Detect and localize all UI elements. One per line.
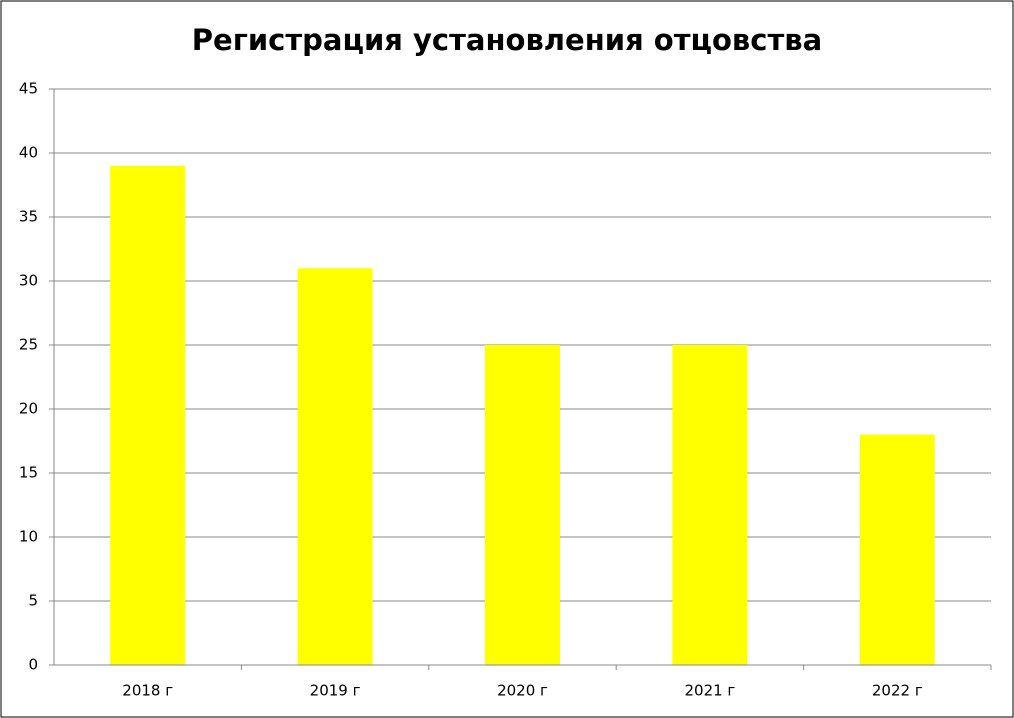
y-tick-label: 35 [19, 208, 38, 226]
x-tick-label: 2021 г [684, 682, 735, 700]
y-tick-label: 40 [19, 144, 38, 162]
x-tick-label: 2018 г [122, 682, 173, 700]
y-tick-label: 45 [19, 80, 38, 98]
y-tick-label: 25 [19, 336, 38, 354]
y-tick-label: 30 [19, 272, 38, 290]
chart-title: Регистрация установления отцовства [192, 23, 822, 57]
y-tick-label: 10 [19, 528, 38, 546]
y-tick-label: 5 [28, 592, 38, 610]
y-tick-label: 20 [19, 400, 38, 418]
bar [859, 434, 935, 665]
bar [485, 345, 560, 665]
x-tick-label: 2020 г [497, 682, 548, 700]
bar [110, 165, 186, 666]
x-tick-label: 2019 г [310, 682, 361, 700]
bar [297, 268, 373, 665]
bar [672, 345, 748, 665]
y-tick-label: 0 [28, 656, 38, 674]
y-tick-label: 15 [19, 464, 38, 482]
x-tick-label: 2022 г [872, 682, 923, 700]
